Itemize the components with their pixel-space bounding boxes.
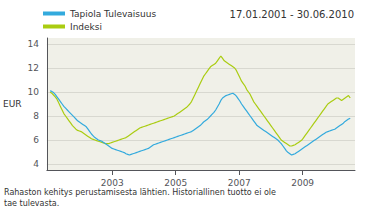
svg-text:Tapiola Tulevaisuus: Tapiola Tulevaisuus bbox=[69, 9, 156, 19]
svg-text:12: 12 bbox=[27, 63, 38, 73]
svg-text:2009: 2009 bbox=[291, 178, 314, 188]
svg-text:Indeksi: Indeksi bbox=[70, 22, 102, 32]
svg-text:4: 4 bbox=[33, 159, 39, 169]
svg-text:17.01.2001 - 30.06.2010: 17.01.2001 - 30.06.2010 bbox=[230, 9, 354, 20]
svg-text:tae tulevasta.: tae tulevasta. bbox=[4, 199, 59, 208]
svg-text:EUR: EUR bbox=[3, 99, 22, 109]
svg-text:2007: 2007 bbox=[228, 178, 251, 188]
svg-text:2005: 2005 bbox=[164, 178, 187, 188]
svg-text:10: 10 bbox=[27, 87, 39, 97]
svg-text:Rahaston kehitys perustamisest: Rahaston kehitys perustamisesta lähtien.… bbox=[4, 188, 276, 197]
svg-text:6: 6 bbox=[33, 135, 39, 145]
svg-text:14: 14 bbox=[27, 39, 39, 49]
svg-text:2003: 2003 bbox=[101, 178, 124, 188]
svg-text:8: 8 bbox=[33, 111, 39, 121]
